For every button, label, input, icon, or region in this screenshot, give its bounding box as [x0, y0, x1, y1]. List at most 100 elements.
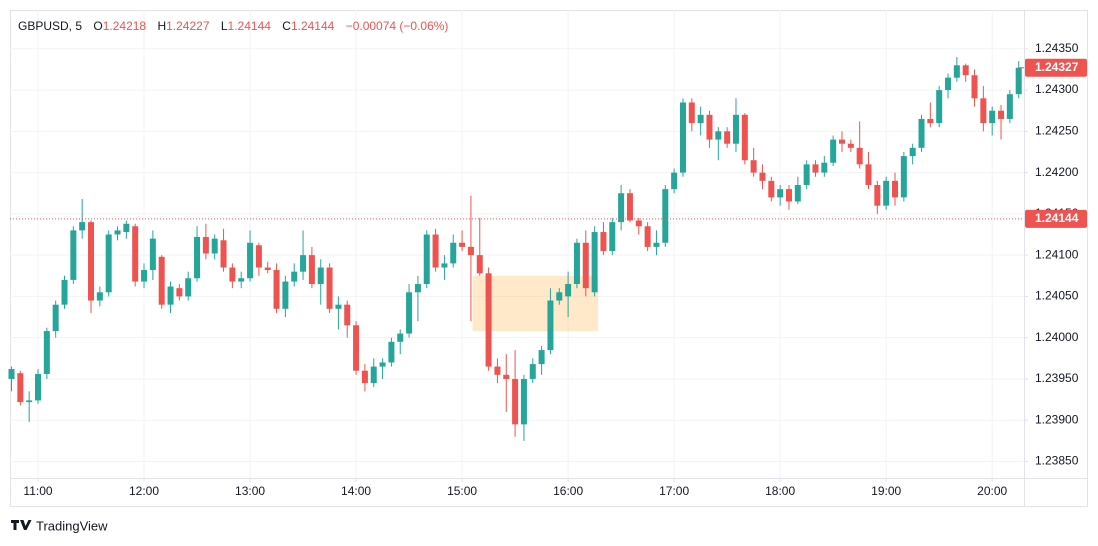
candle-body — [909, 147, 916, 157]
price-label-box — [1025, 209, 1087, 228]
candle-body — [1015, 67, 1022, 95]
x-tick-label: 18:00 — [765, 484, 795, 498]
candle-body — [423, 234, 430, 285]
candle-body — [450, 242, 457, 264]
candle-body — [414, 284, 421, 293]
candle-body — [688, 102, 695, 124]
candle-body — [626, 193, 633, 221]
candle-body — [17, 373, 24, 403]
y-tick-label: 1.23950 — [1035, 371, 1079, 385]
brand-name: TradingView — [36, 518, 108, 533]
candle-body — [582, 242, 589, 289]
candle-body — [167, 286, 174, 305]
candle-body — [494, 366, 501, 375]
x-tick-label: 15:00 — [447, 484, 477, 498]
candle-body — [132, 226, 139, 282]
chart-frame — [10, 10, 1088, 507]
candle-body — [264, 267, 271, 270]
candle-body — [176, 288, 183, 297]
candle-body — [96, 292, 103, 301]
candle-body — [194, 236, 201, 279]
candle-body — [123, 223, 130, 233]
candle-body — [900, 156, 907, 198]
candle-body — [35, 374, 42, 401]
candle-body — [609, 222, 616, 252]
candle-body — [220, 240, 227, 268]
candle-body — [8, 369, 15, 379]
candle-body — [326, 267, 333, 309]
candle-body — [741, 114, 748, 161]
candle-body — [644, 226, 651, 247]
candle-body — [1006, 94, 1013, 119]
x-tick-label: 11:00 — [23, 484, 52, 498]
candle-body — [388, 341, 395, 363]
candle-body — [229, 267, 236, 282]
candle-body — [361, 370, 368, 384]
candle-body — [353, 325, 360, 371]
candle-body — [105, 234, 112, 293]
candle-body — [618, 193, 625, 223]
candle-body — [26, 400, 33, 403]
price-label: 1.24144 — [1035, 211, 1079, 225]
candle-body — [476, 255, 483, 274]
y-tick-label: 1.23850 — [1035, 454, 1079, 468]
candle-body — [971, 75, 978, 99]
candle-body — [936, 90, 943, 124]
low-label: L — [221, 19, 228, 33]
candle-body — [945, 77, 952, 91]
candle-body — [785, 189, 792, 202]
candle-body — [185, 278, 192, 297]
candle-body — [547, 300, 554, 351]
candle-body — [255, 245, 262, 268]
candle-body — [671, 172, 678, 190]
x-tick-label: 20:00 — [977, 484, 1007, 498]
candle-body — [565, 284, 572, 297]
candle-body — [777, 189, 784, 198]
candle-body — [397, 333, 404, 342]
candle-body — [141, 270, 148, 282]
legend-header: GBPUSD, 5 O1.24218 H1.24227 L1.24144 C1.… — [18, 19, 448, 33]
y-tick-label: 1.24300 — [1035, 82, 1079, 96]
candle-body — [247, 242, 254, 279]
x-tick-label: 13:00 — [235, 484, 265, 498]
candle-body — [114, 230, 121, 235]
candle-body — [79, 222, 86, 231]
candle-body — [485, 273, 492, 367]
candle-body — [211, 238, 218, 254]
candle-body — [750, 160, 757, 173]
candle-body — [980, 98, 987, 124]
symbol: GBPUSD, 5 — [18, 19, 82, 33]
plot — [8, 57, 1024, 441]
candle-body — [335, 304, 342, 309]
candle-body — [282, 281, 289, 309]
y-tick-label: 1.23900 — [1035, 412, 1079, 426]
candle-body — [635, 220, 642, 227]
candle-body — [953, 65, 960, 78]
y-tick-label: 1.24050 — [1035, 289, 1079, 303]
candle-body — [715, 131, 722, 140]
candle-body — [158, 256, 165, 305]
candle-body — [662, 189, 669, 243]
brand-logo: TradingView — [11, 518, 108, 533]
candle-body — [989, 110, 996, 124]
candle-body — [794, 184, 801, 202]
candle-body — [459, 242, 466, 247]
y-tick-label: 1.24100 — [1035, 247, 1079, 261]
candle-body — [962, 65, 969, 76]
candle-body — [467, 246, 474, 256]
candle-body — [830, 139, 837, 163]
x-tick-label: 19:00 — [871, 484, 901, 498]
x-tick-label: 16:00 — [553, 484, 583, 498]
high-value: 1.24227 — [166, 19, 210, 33]
candle-body — [291, 271, 298, 282]
candle-body — [591, 232, 598, 293]
candle-body — [556, 292, 563, 301]
candle-body — [600, 232, 607, 252]
low-value: 1.24144 — [228, 19, 272, 33]
candle-body — [202, 236, 209, 254]
candle-body — [732, 114, 739, 144]
candle-body — [441, 263, 448, 268]
logo-icon — [11, 520, 32, 530]
candle-body — [370, 366, 377, 384]
